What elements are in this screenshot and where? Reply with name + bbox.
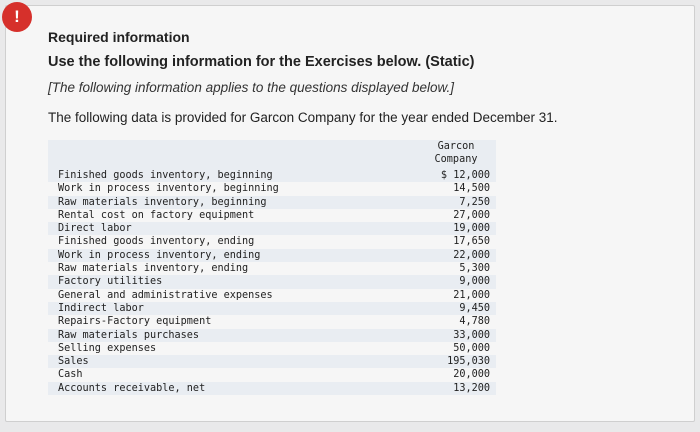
row-label: Indirect labor bbox=[58, 302, 144, 314]
row-value: 195,030 bbox=[447, 356, 490, 368]
row-label: Raw materials inventory, ending bbox=[58, 263, 249, 275]
row-value: 7,250 bbox=[459, 196, 490, 208]
row-value: 19,000 bbox=[453, 223, 490, 235]
row-label: Raw materials inventory, beginning bbox=[58, 196, 267, 208]
table-row: Selling expenses 50,000 bbox=[48, 341, 496, 356]
table-rows: Finished goods inventory, beginning $ 12,… bbox=[48, 169, 496, 396]
row-label: Factory utilities bbox=[58, 276, 163, 288]
table-row: Factory utilities 9,000 bbox=[48, 275, 496, 289]
table-row: Repairs-Factory equipment 4,780 bbox=[48, 315, 496, 329]
required-information-heading: Required information bbox=[48, 29, 190, 45]
row-value: 50,000 bbox=[453, 342, 490, 354]
row-value: 21,000 bbox=[453, 289, 490, 301]
row-label: Direct labor bbox=[58, 223, 132, 235]
row-label: Sales bbox=[58, 356, 89, 368]
row-value: 17,650 bbox=[453, 236, 490, 248]
table-row: Sales 195,030 bbox=[48, 355, 496, 369]
row-label: General and administrative expenses bbox=[58, 289, 273, 301]
table-row: Indirect labor 9,450 bbox=[48, 301, 496, 316]
row-label: Raw materials purchases bbox=[58, 329, 200, 341]
row-label: Rental cost on factory equipment bbox=[58, 209, 255, 221]
row-value: 13,200 bbox=[453, 382, 490, 394]
exercise-heading: Use the following information for the Ex… bbox=[48, 54, 475, 70]
row-label: Finished goods inventory, ending bbox=[58, 236, 255, 248]
row-label: Finished goods inventory, beginning bbox=[58, 170, 273, 181]
row-value: 33,000 bbox=[453, 329, 490, 341]
row-value: 9,450 bbox=[459, 302, 490, 314]
row-value: $ 12,000 bbox=[440, 170, 490, 181]
row-label: Cash bbox=[58, 369, 83, 381]
row-value: 22,000 bbox=[453, 249, 490, 261]
intro-text: The following data is provided for Garco… bbox=[48, 110, 558, 125]
table-row: Work in process inventory, beginning 14,5… bbox=[48, 182, 496, 196]
column-header: Garcon Company bbox=[418, 140, 494, 166]
table-row: Finished goods inventory, beginning $ 12,… bbox=[48, 169, 496, 183]
row-label: Selling expenses bbox=[58, 342, 157, 354]
table-header-background bbox=[48, 140, 496, 169]
row-value: 27,000 bbox=[453, 209, 490, 221]
table-row: Rental cost on factory equipment 27,000 bbox=[48, 208, 496, 223]
table-row: Finished goods inventory, ending 17,650 bbox=[48, 235, 496, 249]
row-value: 5,300 bbox=[459, 263, 490, 275]
row-label: Work in process inventory, beginning bbox=[58, 183, 279, 195]
row-value: 9,000 bbox=[459, 276, 490, 288]
row-label: Repairs-Factory equipment bbox=[58, 316, 212, 328]
table-row: Direct labor 19,000 bbox=[48, 222, 496, 236]
column-header-line2: Company bbox=[434, 154, 478, 165]
row-value: 4,780 bbox=[459, 316, 490, 328]
table-row: Raw materials inventory, ending 5,300 bbox=[48, 262, 496, 276]
row-label: Accounts receivable, net bbox=[58, 382, 206, 394]
column-header-line1: Garcon bbox=[437, 141, 475, 152]
table-row: Accounts receivable, net 13,200 bbox=[48, 381, 496, 396]
row-value: 14,500 bbox=[453, 183, 490, 195]
table-row: General and administrative expenses 21,00… bbox=[48, 288, 496, 302]
table-row: Work in process inventory, ending 22,000 bbox=[48, 248, 496, 263]
info-note: [The following information applies to th… bbox=[48, 80, 454, 95]
table-row: Raw materials inventory, beginning 7,250 bbox=[48, 195, 496, 209]
row-value: 20,000 bbox=[453, 369, 490, 381]
alert-icon: ! bbox=[2, 2, 32, 32]
table-row: Cash 20,000 bbox=[48, 368, 496, 382]
table-row: Raw materials purchases 33,000 bbox=[48, 328, 496, 342]
row-label: Work in process inventory, ending bbox=[58, 249, 261, 261]
